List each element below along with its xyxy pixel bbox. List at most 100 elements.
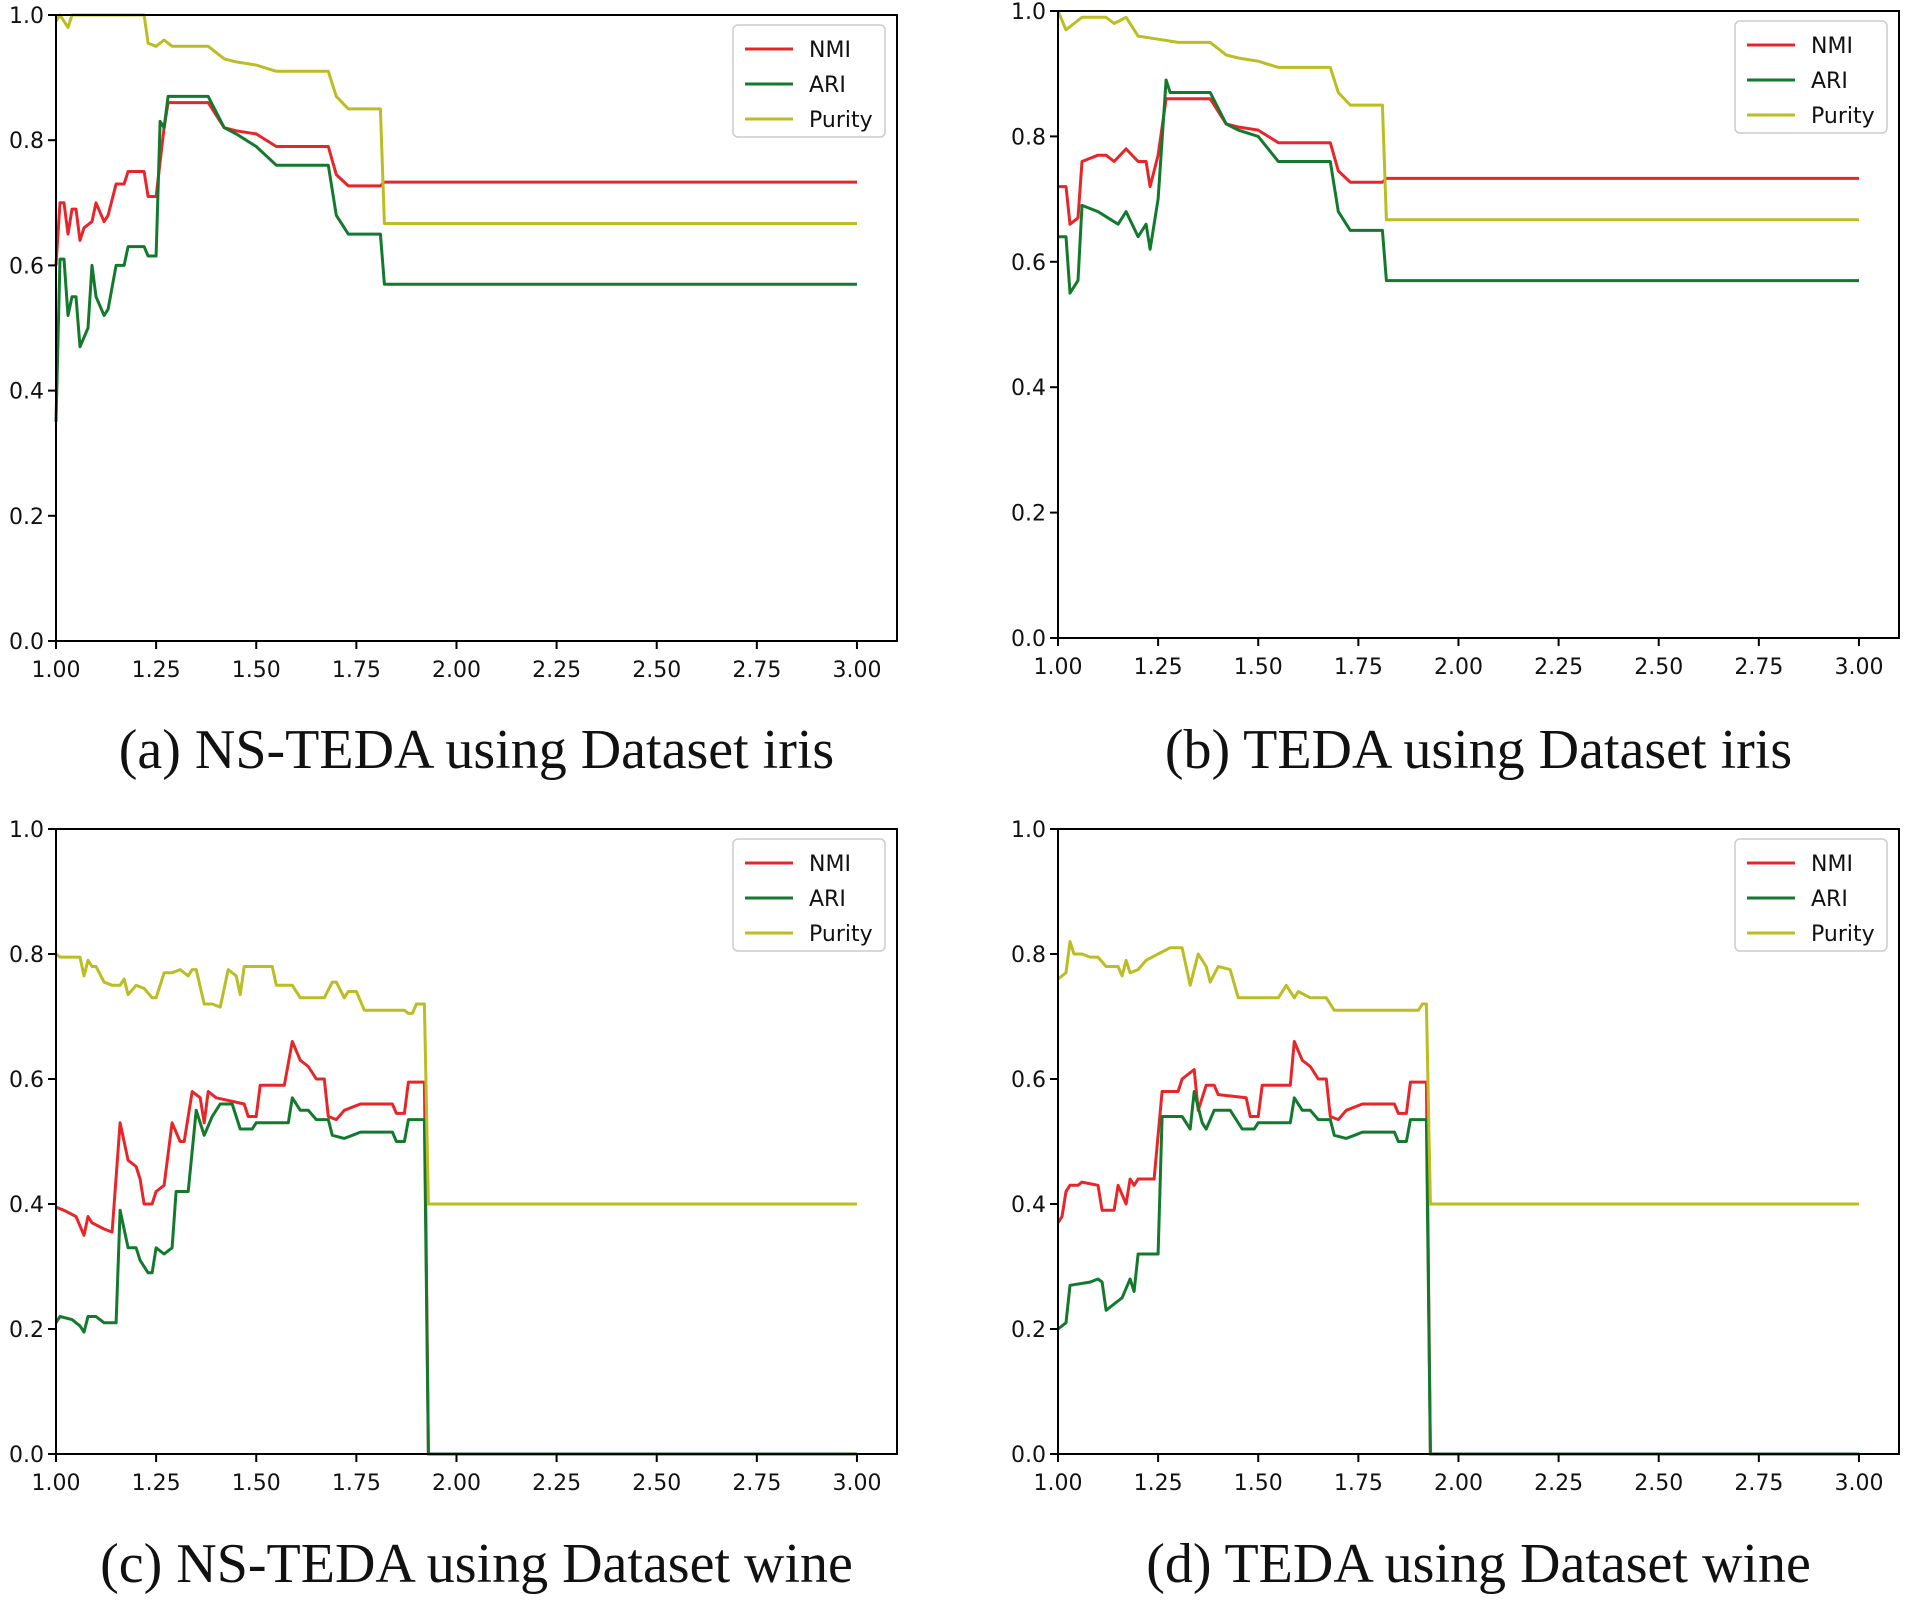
legend-label: NMI [809, 852, 851, 877]
chart-panel: 1.00 1.25 1.50 1.75 2.00 2.25 2.50 2.75 3.00 0.0 0… [1011, 0, 1900, 680]
chart-panel: 1.00 1.25 1.50 1.75 2.00 2.25 2.50 2.75 3.00 0.0 0… [9, 818, 898, 1496]
y-tick-label: 1.0 [9, 818, 44, 843]
chart-caption: (d) TEDA using Dataset wine [1146, 1533, 1811, 1595]
legend: NMI ARI Purity [732, 24, 886, 138]
series-line-purity [55, 952, 857, 1206]
legend-label: NMI [1811, 852, 1853, 877]
y-tick-label: 0.4 [9, 380, 44, 405]
x-tick-label: 1.75 [1334, 655, 1383, 680]
legend-label: NMI [809, 38, 851, 63]
y-tick-label: 0.2 [1011, 502, 1046, 527]
chart-panel: 1.00 1.25 1.50 1.75 2.00 2.25 2.50 2.75 3.00 0.0 0… [9, 4, 898, 683]
series-line-ari [1058, 78, 1859, 295]
x-tick-label: 1.00 [32, 658, 81, 683]
x-tick-label: 2.75 [1734, 655, 1783, 680]
x-tick-label: 2.75 [732, 1471, 781, 1496]
x-tick-label: 1.25 [1134, 1471, 1183, 1496]
x-tick-label: 3.00 [832, 658, 881, 683]
x-tick-label: 1.00 [1034, 1471, 1083, 1496]
y-tick-label: 1.0 [9, 4, 44, 29]
x-tick-label: 1.50 [232, 1471, 281, 1496]
x-tick-label: 1.50 [232, 658, 281, 683]
x-tick-label: 2.00 [1434, 655, 1483, 680]
legend-label: ARI [809, 887, 846, 912]
x-tick-label: 2.50 [1634, 655, 1683, 680]
chart-caption: (c) NS-TEDA using Dataset wine [100, 1533, 853, 1595]
chart-caption: (a) NS-TEDA using Dataset iris [118, 719, 835, 781]
y-tick-label: 0.2 [9, 505, 44, 530]
axes-frame [1057, 828, 1900, 1455]
y-tick-label: 0.2 [1011, 1318, 1046, 1343]
y-tick-label: 0.2 [9, 1318, 44, 1343]
series-line-purity [1057, 940, 1859, 1206]
series-line-ari [1057, 1090, 1859, 1456]
y-tick-label: 0.0 [9, 1443, 44, 1468]
x-tick-label: 2.50 [632, 658, 681, 683]
x-tick-label: 1.25 [1134, 655, 1183, 680]
legend-label: Purity [809, 108, 873, 133]
y-tick-label: 0.0 [1011, 1443, 1046, 1468]
legend: NMI ARI Purity [1734, 20, 1888, 134]
x-tick-label: 2.50 [632, 1471, 681, 1496]
x-tick-label: 2.50 [1634, 1471, 1683, 1496]
x-tick-label: 1.75 [1334, 1471, 1383, 1496]
legend-label: ARI [809, 73, 846, 98]
x-tick-label: 2.25 [532, 658, 581, 683]
x-tick-label: 1.25 [132, 1471, 181, 1496]
x-tick-label: 2.00 [432, 658, 481, 683]
x-tick-label: 2.25 [532, 1471, 581, 1496]
y-tick-label: 0.4 [1011, 376, 1046, 401]
axes-frame [55, 14, 898, 642]
legend-box [1734, 20, 1888, 134]
x-tick-label: 3.00 [1834, 1471, 1883, 1496]
axes-frame [1057, 10, 1900, 639]
series-line-ari [54, 94, 857, 422]
x-tick-label: 2.00 [432, 1471, 481, 1496]
x-tick-label: 1.25 [132, 658, 181, 683]
legend: NMI ARI Purity [1734, 838, 1888, 952]
x-tick-label: 1.50 [1234, 1471, 1283, 1496]
x-tick-label: 1.50 [1234, 655, 1283, 680]
legend-label: Purity [1811, 922, 1875, 947]
x-tick-label: 3.00 [1834, 655, 1883, 680]
legend-box [1734, 838, 1888, 952]
series-line-nmi [1058, 97, 1859, 226]
axes-frame [55, 828, 898, 1455]
series-line-nmi [1056, 1040, 1859, 1456]
y-tick-label: 0.8 [9, 129, 44, 154]
y-tick-label: 0.6 [9, 1068, 44, 1093]
legend: NMI ARI Purity [732, 838, 886, 952]
y-tick-label: 0.0 [9, 630, 44, 655]
y-tick-label: 1.0 [1011, 818, 1046, 843]
x-tick-label: 1.75 [332, 658, 381, 683]
chart-caption: (b) TEDA using Dataset iris [1164, 719, 1793, 781]
legend-label: ARI [1811, 69, 1848, 94]
x-tick-label: 2.75 [1734, 1471, 1783, 1496]
legend-label: Purity [809, 922, 873, 947]
x-tick-label: 1.00 [1034, 655, 1083, 680]
series-line-nmi [54, 101, 857, 266]
x-tick-label: 1.75 [332, 1471, 381, 1496]
x-tick-label: 2.25 [1534, 655, 1583, 680]
y-tick-label: 0.8 [1011, 943, 1046, 968]
y-tick-label: 0.6 [1011, 1068, 1046, 1093]
series-line-nmi [55, 1040, 857, 1456]
legend-box [732, 838, 886, 952]
x-tick-label: 1.00 [32, 1471, 81, 1496]
legend-label: NMI [1811, 34, 1853, 59]
y-tick-label: 0.0 [1011, 627, 1046, 652]
y-tick-label: 0.8 [1011, 125, 1046, 150]
legend-box [732, 24, 886, 138]
x-tick-label: 2.75 [732, 658, 781, 683]
x-tick-label: 2.00 [1434, 1471, 1483, 1496]
x-tick-label: 3.00 [832, 1471, 881, 1496]
x-tick-label: 2.25 [1534, 1471, 1583, 1496]
y-tick-label: 0.4 [9, 1193, 44, 1218]
y-tick-label: 0.8 [9, 943, 44, 968]
y-tick-label: 0.6 [1011, 251, 1046, 276]
series-line-ari [54, 1096, 857, 1456]
y-tick-label: 0.4 [1011, 1193, 1046, 1218]
legend-label: Purity [1811, 104, 1875, 129]
chart-panel: 1.00 1.25 1.50 1.75 2.00 2.25 2.50 2.75 3.00 0.0 0… [1011, 818, 1900, 1496]
